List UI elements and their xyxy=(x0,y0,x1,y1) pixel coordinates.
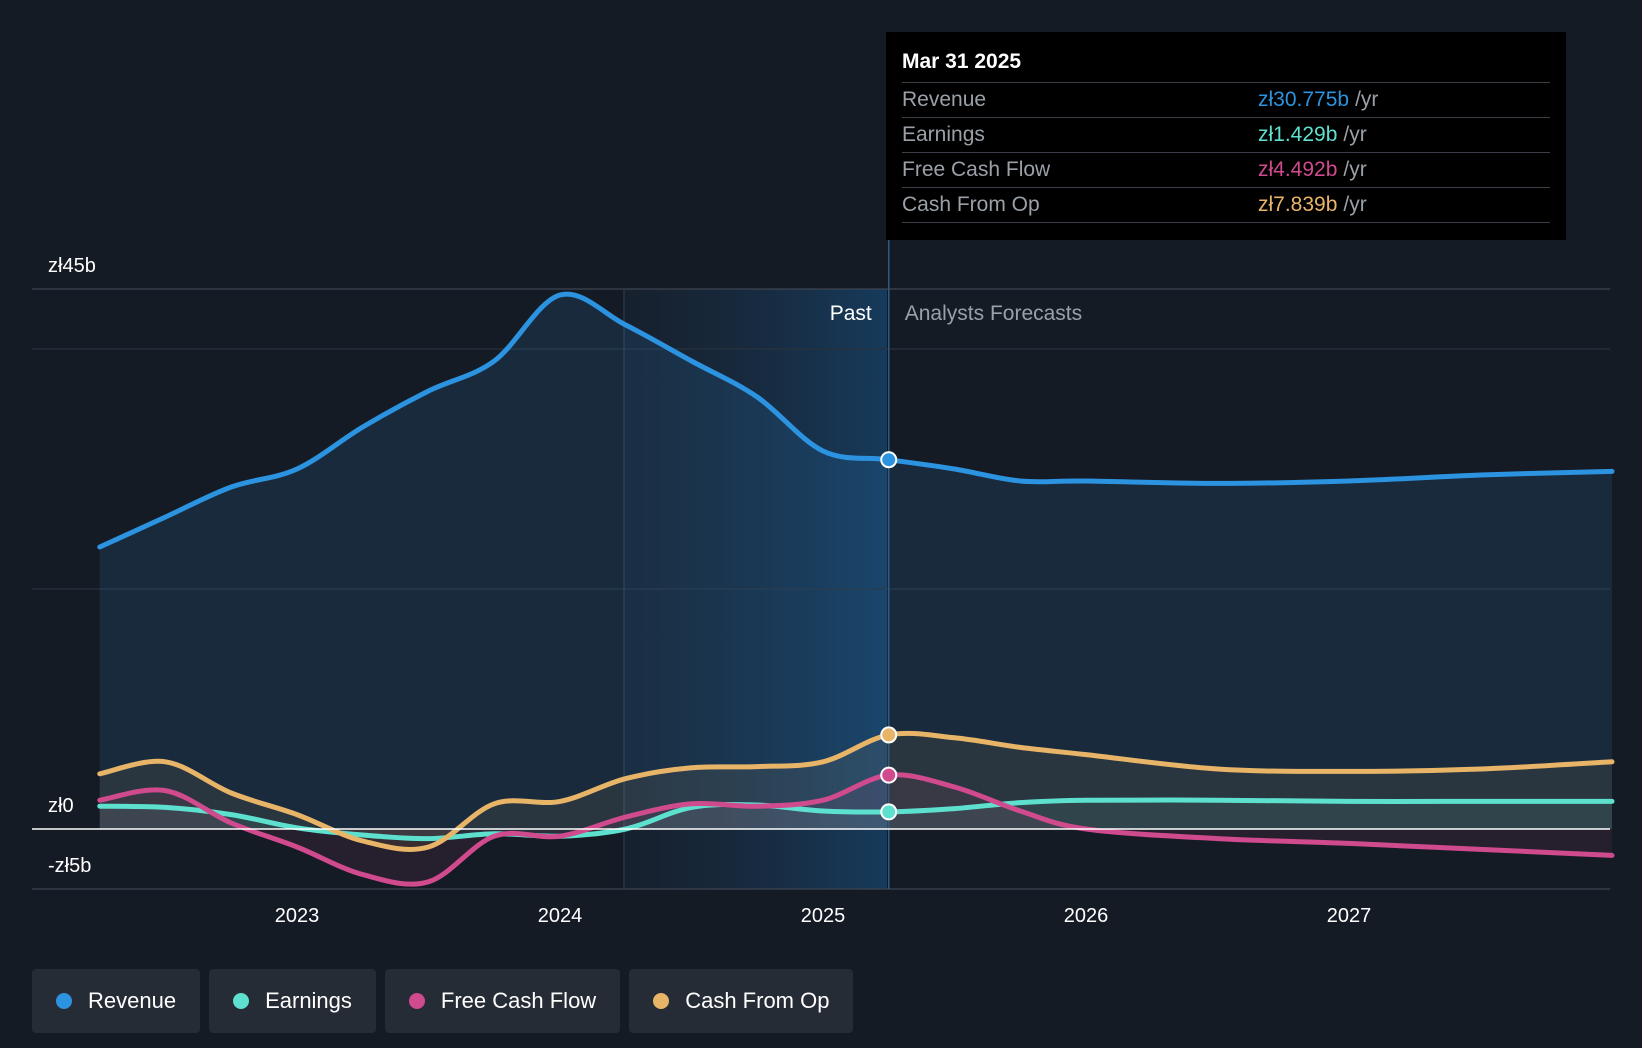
tooltip-date: Mar 31 2025 xyxy=(902,50,1022,73)
x-tick-label: 2025 xyxy=(801,905,846,927)
tooltip-label: Free Cash Flow xyxy=(902,158,1051,181)
area-revenue xyxy=(99,294,1612,829)
y-tick-label: zł0 xyxy=(48,795,74,817)
legend-item-free-cash-flow[interactable]: Free Cash Flow xyxy=(384,969,621,1033)
legend-item-revenue[interactable]: Revenue xyxy=(32,969,201,1033)
legend-dot-icon xyxy=(408,993,425,1009)
marker-cash-from-op xyxy=(880,726,898,744)
marker-earnings xyxy=(880,803,898,821)
x-tick-label: 2027 xyxy=(1327,905,1372,927)
tooltip: Mar 31 2025 Revenue zł30.775b /yr Earnin… xyxy=(886,32,1566,240)
tooltip-label: Revenue xyxy=(902,88,987,111)
y-tick-label: zł45b xyxy=(48,255,96,277)
legend-label: Free Cash Flow xyxy=(440,988,597,1013)
tooltip-value: zł7.839b xyxy=(1258,193,1338,216)
line-free-cash-flow xyxy=(97,772,1615,887)
legend-label: Earnings xyxy=(265,988,352,1013)
x-tick-label: 2024 xyxy=(538,905,583,927)
tooltip-row-earnings: Earnings zł1.429b /yr xyxy=(902,117,1550,152)
tooltip-unit: /yr xyxy=(1355,88,1379,111)
past-label: Past xyxy=(830,302,872,325)
tooltip-unit: /yr xyxy=(1343,158,1367,181)
x-tick-label: 2023 xyxy=(275,905,320,927)
marker-revenue xyxy=(880,451,898,469)
legend-item-cash-from-op[interactable]: Cash From Op xyxy=(629,969,854,1033)
legend-dot-icon xyxy=(56,993,72,1009)
tooltip-row-cash-from-op: Cash From Op zł7.839b /yr xyxy=(902,187,1550,223)
tooltip-value: zł4.492b xyxy=(1258,158,1338,181)
tooltip-label: Cash From Op xyxy=(902,193,1040,216)
tooltip-row-free-cash-flow: Free Cash Flow zł4.492b /yr xyxy=(902,152,1550,187)
legend-dot-icon xyxy=(653,993,670,1009)
tooltip-unit: /yr xyxy=(1343,123,1367,146)
area-cash-from-op xyxy=(99,733,1612,850)
legend: Revenue Earnings Free Cash Flow Cash Fro… xyxy=(32,969,854,1033)
marker-free-cash-flow xyxy=(880,766,898,784)
x-tick-label: 2026 xyxy=(1064,905,1109,927)
legend-label: Cash From Op xyxy=(685,988,830,1013)
tooltip-label: Earnings xyxy=(902,123,985,146)
legend-dot-icon xyxy=(233,993,250,1009)
tooltip-value: zł1.429b xyxy=(1258,123,1338,146)
tooltip-row-revenue: Revenue zł30.775b /yr xyxy=(902,82,1550,117)
line-cash-from-op xyxy=(97,730,1615,852)
tooltip-value: zł30.775b xyxy=(1258,88,1350,111)
tooltip-unit: /yr xyxy=(1343,193,1367,216)
forecast-label: Analysts Forecasts xyxy=(905,302,1082,325)
line-revenue xyxy=(97,291,1615,550)
y-tick-label: -zł5b xyxy=(48,855,91,877)
legend-label: Revenue xyxy=(88,988,177,1013)
legend-item-earnings[interactable]: Earnings xyxy=(209,969,376,1033)
